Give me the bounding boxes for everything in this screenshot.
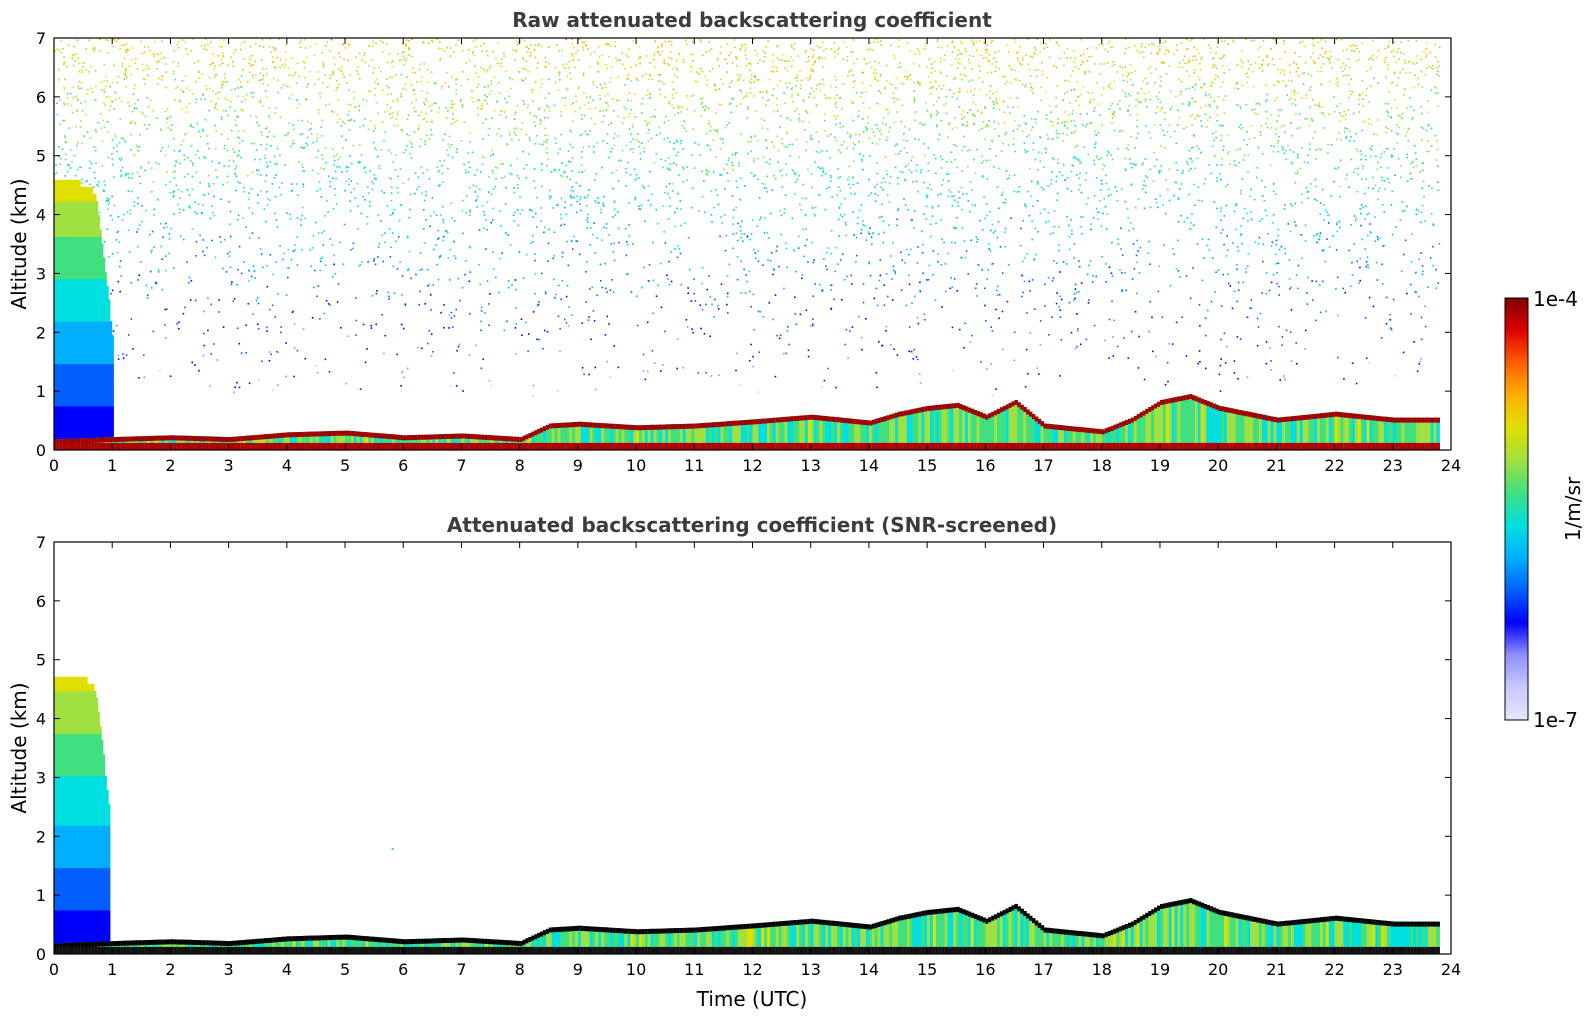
colorbar-max-label: 1e-4: [1533, 287, 1578, 311]
bottom-x-tick-label: 21: [1266, 960, 1286, 979]
bottom-x-tick-label: 16: [975, 960, 995, 979]
top-x-tick-label: 19: [1150, 456, 1170, 475]
bottom-x-tick-label: 23: [1383, 960, 1403, 979]
top-panel-title: Raw attenuated backscattering coefficien…: [512, 8, 992, 32]
bottom-x-tick-label: 22: [1324, 960, 1344, 979]
bottom-heatmap: [54, 677, 1440, 954]
bottom-y-tick-label: 2: [36, 827, 46, 846]
bottom-y-tick-label: 4: [36, 710, 46, 729]
bottom-x-tick-label: 20: [1208, 960, 1228, 979]
top-early-plume: [54, 180, 114, 442]
bottom-y-tick-label: 3: [36, 768, 46, 787]
bottom-y-tick-label: 5: [36, 651, 46, 670]
bottom-boundary-layer: [54, 898, 1440, 954]
bottom-x-tick-label: 19: [1150, 960, 1170, 979]
colorbar-gradient: [1505, 298, 1528, 720]
bottom-y-axis: 0 1 2 3 4 5 6 7: [36, 533, 1451, 964]
top-x-tick-label: 20: [1208, 456, 1228, 475]
top-boundary-layer: [54, 394, 1440, 450]
top-x-tick-label: 24: [1441, 456, 1461, 475]
top-y-tick-label: 1: [36, 382, 46, 401]
top-heatmap: [54, 38, 1441, 450]
bottom-x-tick-label: 5: [340, 960, 350, 979]
bottom-x-tick-label: 13: [801, 960, 821, 979]
bottom-x-tick-label: 9: [573, 960, 583, 979]
bottom-isolated-point: [392, 848, 394, 850]
bottom-y-tick-label: 6: [36, 592, 46, 611]
bottom-y-axis-label: Altitude (km): [7, 682, 31, 813]
top-x-tick-label: 7: [456, 456, 466, 475]
top-x-tick-label: 11: [684, 456, 704, 475]
top-x-tick-label: 16: [975, 456, 995, 475]
top-y-tick-label: 4: [36, 206, 46, 225]
top-x-tick-label: 4: [282, 456, 292, 475]
bottom-x-tick-label: 6: [398, 960, 408, 979]
top-y-tick-label: 3: [36, 264, 46, 283]
top-x-tick-label: 9: [573, 456, 583, 475]
bottom-panel: Attenuated backscattering coefficient (S…: [7, 513, 1461, 1011]
top-x-tick-label: 13: [801, 456, 821, 475]
top-x-tick-label: 2: [165, 456, 175, 475]
bottom-x-tick-label: 4: [282, 960, 292, 979]
bottom-x-tick-label: 1: [107, 960, 117, 979]
top-x-tick-label: 0: [49, 456, 59, 475]
bottom-x-tick-label: 17: [1033, 960, 1053, 979]
bottom-axes-frame: [54, 542, 1451, 954]
top-x-tick-label: 5: [340, 456, 350, 475]
colorbar: 1e-4 1e-7 1/m/sr: [1505, 287, 1585, 732]
colorbar-min-label: 1e-7: [1533, 708, 1578, 732]
bottom-x-tick-label: 2: [165, 960, 175, 979]
bottom-x-tick-label: 7: [456, 960, 466, 979]
top-x-tick-label: 22: [1324, 456, 1344, 475]
top-x-tick-label: 12: [742, 456, 762, 475]
bottom-x-tick-label: 0: [49, 960, 59, 979]
top-x-tick-label: 18: [1092, 456, 1112, 475]
top-x-tick-label: 6: [398, 456, 408, 475]
top-x-tick-label: 3: [224, 456, 234, 475]
x-axis-label: Time (UTC): [696, 987, 808, 1011]
bottom-x-tick-label: 14: [859, 960, 879, 979]
top-y-tick-label: 0: [36, 441, 46, 460]
top-y-tick-label: 6: [36, 88, 46, 107]
bottom-x-tick-label: 3: [224, 960, 234, 979]
colorbar-unit-label: 1/m/sr: [1561, 476, 1585, 541]
top-x-tick-label: 14: [859, 456, 879, 475]
bottom-y-tick-label: 1: [36, 886, 46, 905]
bottom-x-tick-label: 8: [515, 960, 525, 979]
top-x-tick-label: 1: [107, 456, 117, 475]
bottom-x-tick-label: 15: [917, 960, 937, 979]
top-x-tick-label: 10: [626, 456, 646, 475]
bottom-x-tick-label: 18: [1092, 960, 1112, 979]
top-y-axis-label: Altitude (km): [7, 178, 31, 309]
bottom-x-tick-label: 12: [742, 960, 762, 979]
top-y-tick-label: 5: [36, 147, 46, 166]
top-y-tick-label: 7: [36, 29, 46, 48]
bottom-x-tick-label: 11: [684, 960, 704, 979]
bottom-early-plume: [54, 677, 110, 946]
top-x-tick-label: 15: [917, 456, 937, 475]
top-y-axis: 0 1 2 3 4 5 6 7: [36, 29, 1451, 460]
top-x-tick-label: 21: [1266, 456, 1286, 475]
bottom-x-tick-label: 24: [1441, 960, 1461, 979]
top-x-tick-label: 17: [1033, 456, 1053, 475]
top-y-tick-label: 2: [36, 323, 46, 342]
top-noise-field: [54, 38, 1441, 398]
top-x-tick-label: 23: [1383, 456, 1403, 475]
top-x-tick-label: 8: [515, 456, 525, 475]
bottom-y-tick-label: 7: [36, 533, 46, 552]
bottom-x-tick-label: 10: [626, 960, 646, 979]
bottom-panel-title: Attenuated backscattering coefficient (S…: [447, 513, 1057, 537]
bottom-y-tick-label: 0: [36, 945, 46, 964]
top-panel: Raw attenuated backscattering coefficien…: [7, 8, 1461, 475]
